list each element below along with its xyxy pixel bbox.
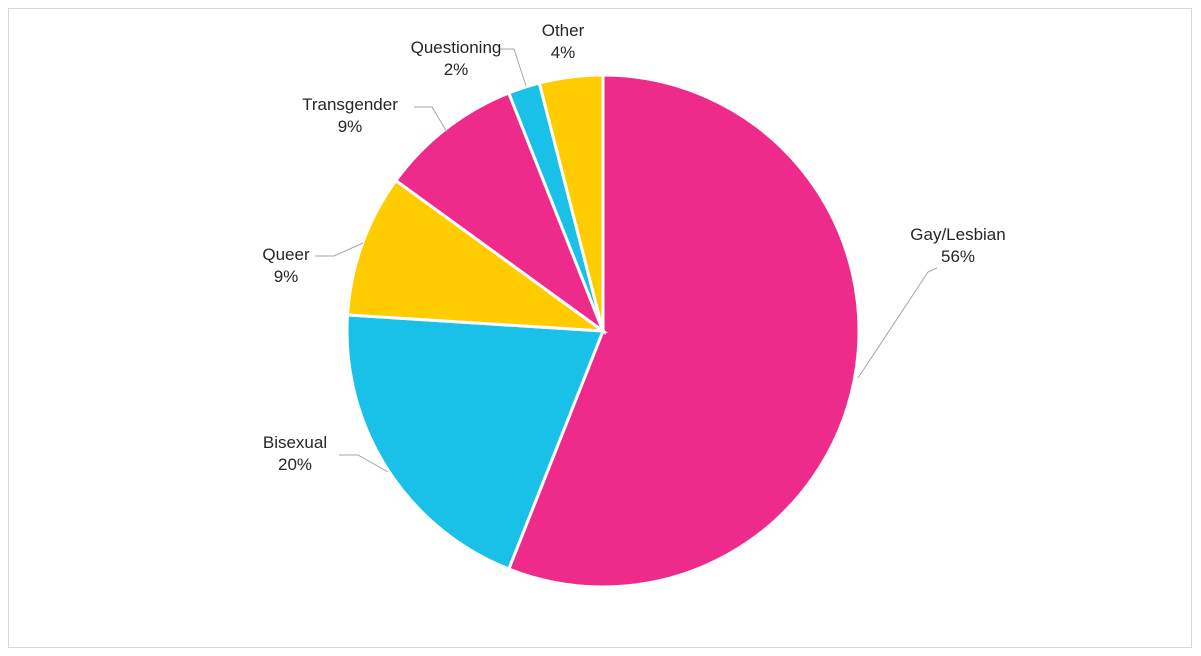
data-label-percent: 9%	[274, 267, 299, 286]
pie-slice-transgender	[393, 91, 607, 336]
data-label: Questioning 2%	[411, 38, 502, 79]
leader-lines-layer	[315, 48, 938, 473]
data-label-category: Other	[542, 21, 585, 40]
data-label-percent: 4%	[551, 43, 576, 62]
data-label-category: Queer	[262, 245, 310, 264]
data-label: Bisexual 20%	[263, 433, 327, 474]
data-label: Gay/Lesbian 56%	[910, 225, 1005, 266]
data-label-percent: 9%	[338, 117, 363, 136]
leader-line	[315, 242, 364, 257]
leader-line	[500, 48, 527, 87]
data-label: Queer 9%	[262, 245, 310, 286]
data-label-category: Questioning	[411, 38, 502, 57]
data-label-category: Gay/Lesbian	[910, 225, 1005, 244]
data-label-percent: 20%	[278, 455, 312, 474]
data-label-percent: 2%	[444, 60, 469, 79]
pie-slice-gay-lesbian	[506, 73, 861, 589]
pie-slice-other	[537, 73, 605, 332]
leader-line	[857, 267, 938, 379]
data-label: Other 4%	[542, 21, 585, 62]
data-labels-layer: Gay/Lesbian 56%Bisexual 20%Queer 9%Transgen…	[262, 21, 1005, 474]
data-label-category: Bisexual	[263, 433, 327, 452]
pie-slice-bisexual	[345, 313, 606, 571]
leader-line	[414, 106, 448, 133]
data-label: Transgender 9%	[302, 95, 398, 136]
pie-slice-queer	[345, 178, 609, 333]
data-label-category: Transgender	[302, 95, 398, 114]
data-label-percent: 56%	[941, 247, 975, 266]
slices-layer	[345, 73, 861, 589]
leader-line	[339, 454, 389, 473]
